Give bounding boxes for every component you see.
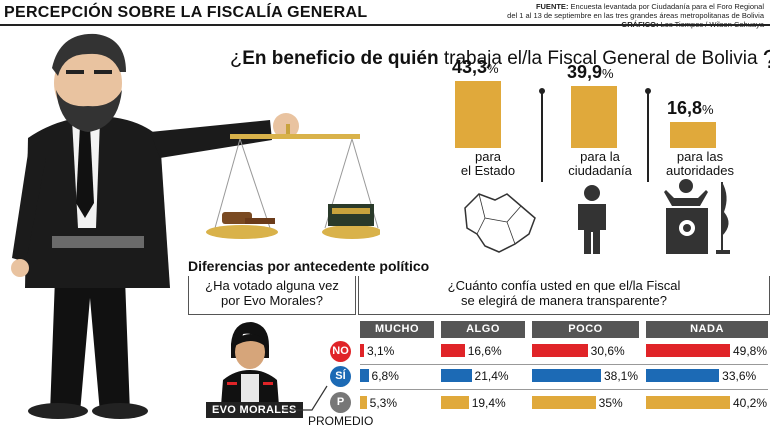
question-close-mark: ? [763,44,770,74]
pct-label-autoridades: 16,8% [667,98,714,119]
badge-si: SÍ [330,366,351,387]
question-bold: En beneficio de quién [242,48,439,69]
source-label: FUENTE: [535,2,569,11]
bolivia-map-icon [464,193,536,253]
grid-bar-sí-nada [646,369,720,382]
row-question-box: ¿Ha votado alguna vez por Evo Morales? [188,276,356,315]
bar-label-autoridades: para las autoridades [660,150,740,178]
pct-sign: % [602,66,614,82]
bar-label-line: para las [676,149,724,164]
page-title: PERCEPCIÓN SOBRE LA FISCALÍA GENERAL [4,4,368,21]
question-open-mark: ¿ [230,47,243,69]
bar-label-line: ciudadanía [568,163,632,178]
citizen-icon [578,185,606,254]
grid-bar-p-mucho [360,396,367,409]
bar-label-estado: para el Estado [448,150,528,178]
col-question-line-1: ¿Cuánto confía usted en que el/la Fiscal [447,278,681,293]
grid-value-p-poco: 35% [598,396,623,410]
authority-podium-icon [664,179,730,254]
grid-bar-p-poco [532,396,596,409]
bar-estado [455,80,501,148]
grid-bar-sí-poco [532,369,601,382]
row-divider-2 [360,389,768,390]
evo-morales-label: EVO MORALES [206,402,303,418]
separator-dot-1 [539,88,545,94]
col-header-nada: NADA [646,321,768,338]
pct-sign: % [702,101,714,117]
prosecutor-illustration [11,33,380,419]
col-header-poco: POCO [532,321,639,338]
section-title: Diferencias por antecedente político [188,258,430,274]
col-question-box: ¿Cuánto confía usted en que el/la Fiscal… [358,276,770,315]
grid-bar-no-nada [646,344,730,357]
separator-line-1 [541,92,543,182]
pct-sign: % [487,60,499,76]
question-rest: trabaja el/la Fiscal General de Bolivia [438,48,758,69]
row-divider-1 [360,364,768,365]
pct-number: 39,9 [567,62,603,83]
grid-value-p-mucho: 5,3% [369,396,398,410]
col-header-mucho: MUCHO [360,321,434,338]
evo-morales-portrait [221,322,279,406]
grid-value-p-algo: 19,4% [471,396,506,410]
pct-number: 16,8 [667,97,703,118]
grid-value-no-nada: 49,8% [733,344,768,358]
row-question-line-2: por Evo Morales? [221,293,323,308]
grid-value-no-mucho: 3,1% [367,344,395,358]
grid-bar-sí-algo [441,369,472,382]
grid-bar-p-algo [441,396,469,409]
col-question-line-2: se elegirá de manera transparente? [461,293,667,308]
pct-label-ciudadania: 39,9% [567,62,614,83]
grid-value-sí-mucho: 6,8% [371,369,399,383]
bar-autoridades [670,121,716,148]
grid-value-sí-algo: 21,4% [474,369,509,383]
header-divider [0,24,770,26]
col-header-algo: ALGO [441,321,525,338]
row-question-line-1: ¿Ha votado alguna vez [205,278,339,293]
pct-label-estado: 43,3% [452,57,499,78]
grid-bar-sí-mucho [360,369,369,382]
evo-connector [282,385,328,411]
bar-label-ciudadania: para la ciudadanía [560,150,640,178]
grid-value-sí-nada: 33,6% [722,369,757,383]
badge-no: NO [330,341,351,362]
grid-value-p-nada: 40,2% [733,396,768,410]
grid-bar-p-nada [646,396,730,409]
source-text: Encuesta levantada por Ciudadanía para e… [570,2,764,11]
bar-label-line: autoridades [666,163,734,178]
grid-value-no-poco: 30,6% [590,344,625,358]
bar-label-line: para [474,149,502,164]
source-text-2: del 1 al 13 de septiembre en las tres gr… [507,11,764,20]
separator-line-2 [647,92,649,182]
separator-dot-2 [645,88,651,94]
pct-number: 43,3 [452,56,488,77]
grid-bar-no-algo [441,344,465,357]
bar-ciudadania [571,86,617,148]
main-question: ¿En beneficio de quién trabaja el/la Fis… [230,40,770,74]
grid-value-no-algo: 16,6% [467,344,502,358]
grid-value-sí-poco: 38,1% [604,369,639,383]
promedio-label: PROMEDIO [308,414,374,428]
grid-bar-no-mucho [360,344,364,357]
badge-promedio: P [330,392,351,413]
grid-bar-no-poco [532,344,588,357]
bar-label-line: para la [580,149,620,164]
bar-label-line: el Estado [460,163,516,178]
